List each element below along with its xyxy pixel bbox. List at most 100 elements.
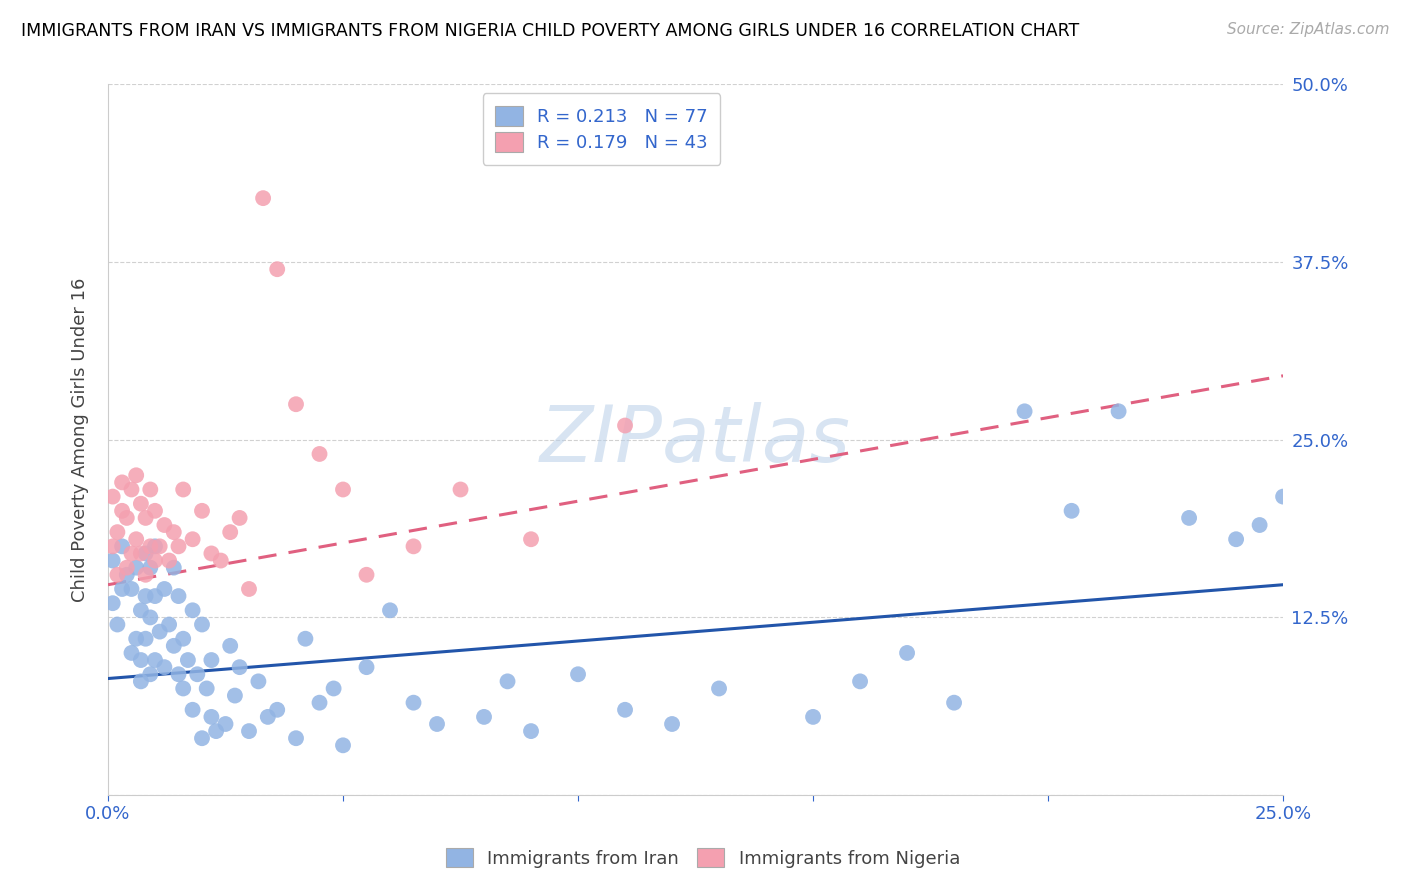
Point <box>801 710 824 724</box>
Point <box>177 653 200 667</box>
Point <box>157 553 180 567</box>
Point <box>172 681 194 696</box>
Point <box>214 717 236 731</box>
Point <box>426 717 449 731</box>
Point <box>135 589 157 603</box>
Point <box>1225 533 1247 547</box>
Point <box>219 525 242 540</box>
Point <box>115 567 138 582</box>
Point <box>294 632 316 646</box>
Point <box>129 653 152 667</box>
Point <box>149 624 172 639</box>
Point <box>157 617 180 632</box>
Point <box>238 724 260 739</box>
Point <box>1014 404 1036 418</box>
Point <box>153 582 176 596</box>
Point <box>238 582 260 596</box>
Point <box>143 553 166 567</box>
Point <box>139 560 162 574</box>
Point <box>1178 511 1201 525</box>
Point <box>121 582 143 596</box>
Point <box>135 511 157 525</box>
Point <box>205 724 228 739</box>
Point <box>111 504 134 518</box>
Point <box>402 696 425 710</box>
Point <box>378 603 401 617</box>
Point <box>101 490 124 504</box>
Point <box>247 674 270 689</box>
Point <box>101 553 124 567</box>
Point <box>111 475 134 490</box>
Point <box>129 603 152 617</box>
Point <box>125 533 148 547</box>
Point <box>172 483 194 497</box>
Point <box>228 660 250 674</box>
Point <box>181 703 204 717</box>
Point <box>167 589 190 603</box>
Point <box>153 518 176 533</box>
Point <box>186 667 208 681</box>
Point <box>219 639 242 653</box>
Point <box>224 689 246 703</box>
Point <box>105 525 128 540</box>
Point <box>115 560 138 574</box>
Point <box>139 483 162 497</box>
Point <box>143 589 166 603</box>
Point <box>135 546 157 560</box>
Point <box>707 681 730 696</box>
Point <box>101 596 124 610</box>
Point <box>195 681 218 696</box>
Point <box>135 567 157 582</box>
Point <box>121 483 143 497</box>
Point <box>1272 490 1295 504</box>
Point <box>308 447 330 461</box>
Point <box>139 610 162 624</box>
Point <box>450 483 472 497</box>
Point <box>125 632 148 646</box>
Text: IMMIGRANTS FROM IRAN VS IMMIGRANTS FROM NIGERIA CHILD POVERTY AMONG GIRLS UNDER : IMMIGRANTS FROM IRAN VS IMMIGRANTS FROM … <box>21 22 1080 40</box>
Point <box>115 511 138 525</box>
Point <box>209 553 232 567</box>
Point <box>520 724 543 739</box>
Point <box>228 511 250 525</box>
Point <box>200 710 222 724</box>
Point <box>143 504 166 518</box>
Point <box>191 731 214 746</box>
Point <box>661 717 683 731</box>
Point <box>1108 404 1130 418</box>
Point <box>332 739 354 753</box>
Point <box>129 497 152 511</box>
Point <box>285 397 308 411</box>
Point <box>121 646 143 660</box>
Point <box>121 546 143 560</box>
Point <box>163 560 186 574</box>
Point <box>139 539 162 553</box>
Legend: R = 0.213   N = 77, R = 0.179   N = 43: R = 0.213 N = 77, R = 0.179 N = 43 <box>482 94 720 165</box>
Point <box>191 504 214 518</box>
Point <box>101 539 124 553</box>
Point <box>181 533 204 547</box>
Point <box>332 483 354 497</box>
Point <box>129 674 152 689</box>
Point <box>252 191 274 205</box>
Text: Source: ZipAtlas.com: Source: ZipAtlas.com <box>1226 22 1389 37</box>
Point <box>181 603 204 617</box>
Point <box>129 546 152 560</box>
Point <box>167 539 190 553</box>
Point <box>143 653 166 667</box>
Point <box>135 632 157 646</box>
Point <box>356 660 378 674</box>
Point <box>614 418 637 433</box>
Point <box>167 667 190 681</box>
Point <box>402 539 425 553</box>
Point <box>163 525 186 540</box>
Point <box>105 567 128 582</box>
Y-axis label: Child Poverty Among Girls Under 16: Child Poverty Among Girls Under 16 <box>72 277 89 602</box>
Point <box>125 560 148 574</box>
Point <box>943 696 966 710</box>
Point <box>896 646 918 660</box>
Legend: Immigrants from Iran, Immigrants from Nigeria: Immigrants from Iran, Immigrants from Ni… <box>434 837 972 879</box>
Point <box>322 681 344 696</box>
Point <box>567 667 589 681</box>
Point <box>285 731 308 746</box>
